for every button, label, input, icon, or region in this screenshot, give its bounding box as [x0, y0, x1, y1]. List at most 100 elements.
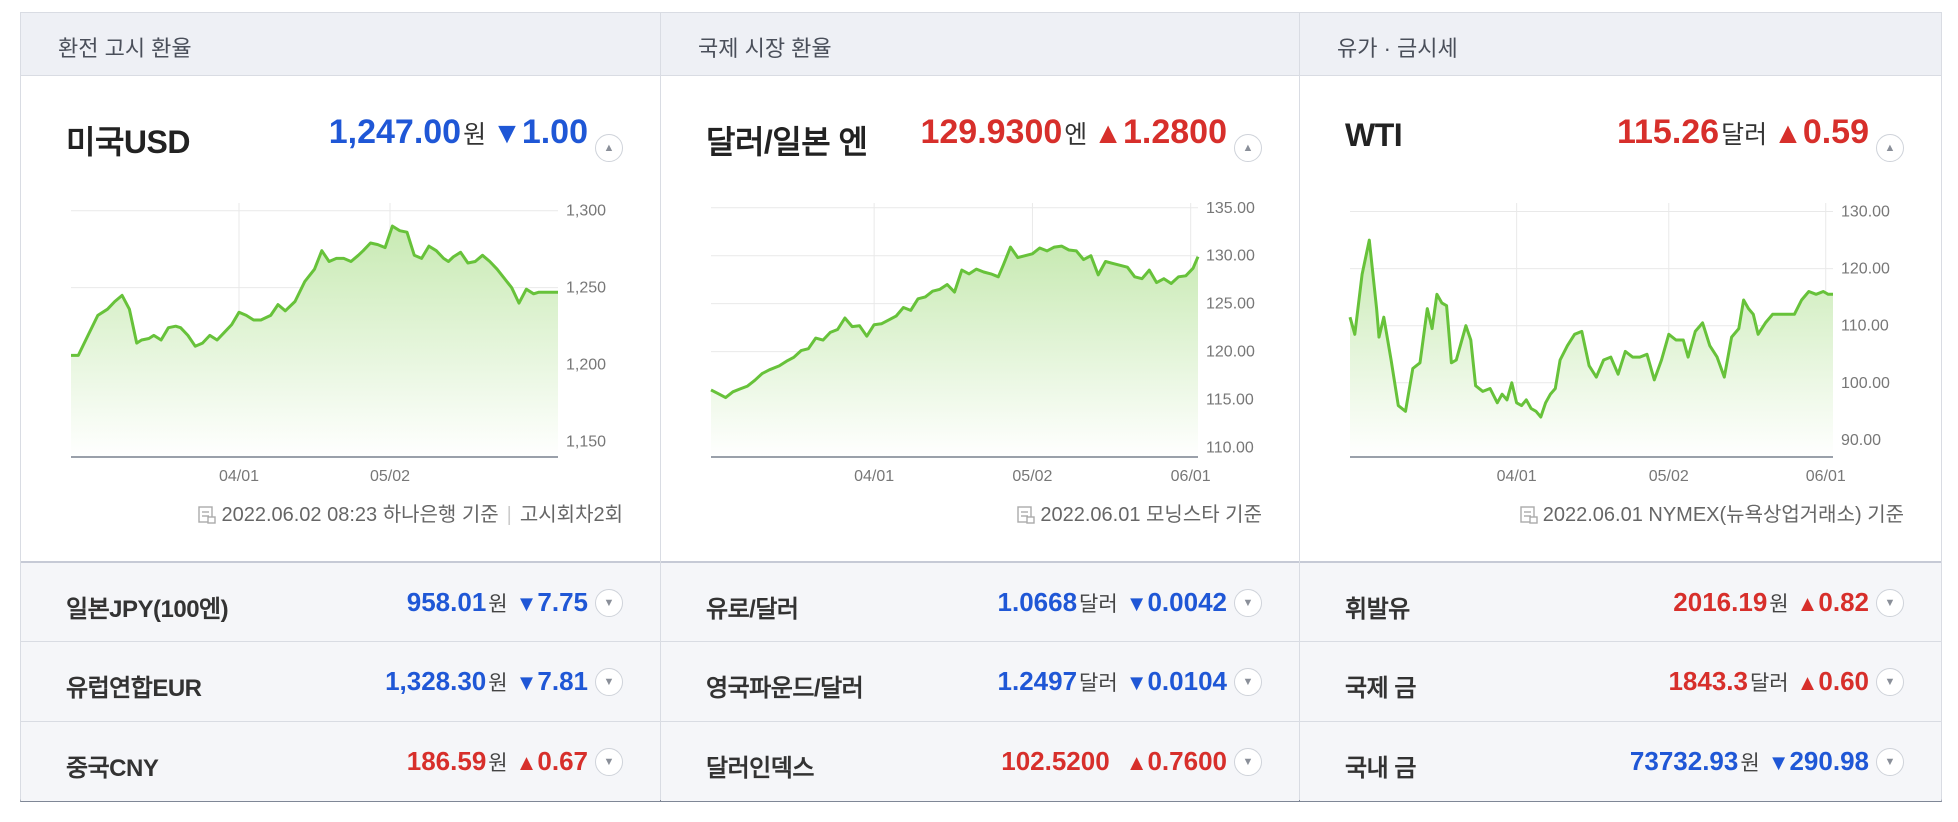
up-arrow-icon: ▲	[1093, 117, 1123, 150]
item-name[interactable]: 중국CNY	[66, 755, 159, 782]
item-value: 958.01	[406, 587, 487, 617]
panel-header: 유가 · 금시세	[1300, 13, 1941, 76]
main-item-name[interactable]: WTI	[1345, 117, 1403, 153]
up-arrow-icon: ▲	[515, 750, 538, 775]
item-name[interactable]: 유럽연합EUR	[66, 675, 202, 702]
source-divider: |	[506, 504, 512, 526]
list-item: 일본JPY(100엔) 958.01원 ▼7.75 ▼	[21, 561, 660, 641]
down-arrow-icon: ▼	[492, 117, 522, 150]
expand-button[interactable]: ▼	[1234, 668, 1262, 696]
source-text: 2022.06.02 08:23 하나은행 기준	[221, 504, 499, 526]
item-quote: 1.2497달러 ▼0.0104	[998, 666, 1227, 697]
panel-header: 환전 고시 환율	[21, 13, 660, 76]
expand-button[interactable]: ▼	[595, 668, 623, 696]
item-name[interactable]: 국제 금	[1345, 675, 1416, 702]
main-quote: 115.26달러 ▲0.59	[1617, 113, 1869, 152]
item-change: ▲0.60	[1797, 666, 1869, 696]
panel-title[interactable]: 환전 고시 환율	[58, 36, 192, 61]
chevron-down-icon: ▼	[1242, 676, 1254, 688]
y-tick-label: 120.00	[1841, 261, 1890, 278]
expand-button[interactable]: ▼	[1234, 748, 1262, 776]
item-change-value: 7.75	[537, 587, 588, 617]
x-tick-label: 05/02	[1649, 468, 1689, 485]
chevron-up-icon: ▲	[1884, 142, 1896, 154]
main-value: 115.26	[1616, 113, 1720, 151]
document-icon	[1520, 506, 1538, 524]
expand-button[interactable]: ▼	[1876, 589, 1904, 617]
main-item-name[interactable]: 미국USD	[66, 124, 190, 160]
main-quote: 1,247.00원 ▼1.00	[329, 113, 588, 152]
item-quote: 1.0668달러 ▼0.0042	[998, 587, 1227, 618]
panel-title[interactable]: 국제 시장 환율	[698, 36, 832, 61]
item-name[interactable]: 유로/달러	[706, 596, 799, 623]
y-tick-label: 90.00	[1841, 432, 1881, 449]
collapse-button[interactable]: ▲	[595, 134, 623, 162]
x-tick-label: 04/01	[1497, 468, 1537, 485]
item-name[interactable]: 영국파운드/달러	[706, 675, 864, 702]
chevron-down-icon: ▼	[603, 676, 615, 688]
item-name[interactable]: 일본JPY(100엔)	[66, 596, 229, 623]
item-value: 1.2497	[997, 666, 1078, 696]
y-tick-label: 1,200	[566, 357, 606, 374]
item-value: 2016.19	[1673, 587, 1768, 617]
item-change-value: 0.82	[1818, 587, 1869, 617]
item-change: ▲0.82	[1797, 587, 1869, 617]
data-source: 2022.06.02 08:23 하나은행 기준 | 고시회차2회	[197, 498, 623, 527]
main-item-name[interactable]: 달러/일본 엔	[706, 124, 868, 160]
down-arrow-icon: ▼	[1125, 670, 1148, 695]
list-item: 영국파운드/달러 1.2497달러 ▼0.0104 ▼	[661, 641, 1299, 721]
expand-button[interactable]: ▼	[595, 589, 623, 617]
chevron-up-icon: ▲	[603, 142, 615, 154]
expand-button[interactable]: ▼	[595, 748, 623, 776]
main-value: 1,247.00	[328, 113, 462, 151]
list-item: 유럽연합EUR 1,328.30원 ▼7.81 ▼	[21, 641, 660, 721]
international-market-panel: 국제 시장 환율 달러/일본 엔 129.9300엔 ▲1.2800 ▲ 110.…	[660, 13, 1299, 801]
source-text: 2022.06.01 모닝스타 기준	[1040, 504, 1262, 526]
series-area	[1350, 240, 1833, 457]
item-value: 102.5200	[1001, 746, 1110, 776]
item-quote: 2016.19원 ▲0.82	[1673, 587, 1869, 618]
down-arrow-icon: ▼	[1767, 750, 1790, 775]
item-change-value: 0.7600	[1147, 746, 1227, 776]
data-source: 2022.06.01 NYMEX(뉴욕상업거래소) 기준	[1519, 498, 1904, 527]
item-name[interactable]: 휘발유	[1345, 596, 1410, 623]
expand-button[interactable]: ▼	[1876, 668, 1904, 696]
quote-list: 일본JPY(100엔) 958.01원 ▼7.75 ▼ 유럽연합EUR 1,328…	[21, 561, 660, 801]
series-line	[710, 244, 1200, 400]
item-value: 1,328.30	[385, 666, 487, 696]
list-item: 중국CNY 186.59원 ▲0.67 ▼	[21, 721, 660, 801]
expand-button[interactable]: ▼	[1876, 748, 1904, 776]
item-name[interactable]: 국내 금	[1345, 755, 1416, 782]
item-change-value: 0.0042	[1147, 587, 1227, 617]
item-change: ▼7.75	[516, 587, 588, 617]
item-change: ▼290.98	[1768, 746, 1869, 776]
series-line	[71, 224, 558, 357]
item-unit: 원	[488, 672, 508, 695]
chevron-up-icon: ▲	[1242, 142, 1254, 154]
y-tick-label: 110.00	[1841, 318, 1889, 335]
item-value: 1.0668	[997, 587, 1078, 617]
collapse-button[interactable]: ▲	[1234, 134, 1262, 162]
collapse-button[interactable]: ▲	[1876, 134, 1904, 162]
main-change: ▲0.59	[1773, 113, 1869, 151]
series-area	[711, 246, 1198, 457]
x-tick-label: 06/01	[1171, 468, 1211, 485]
y-tick-label: 120.00	[1206, 344, 1255, 361]
y-tick-label: 110.00	[1206, 439, 1254, 456]
oil-gold-panel: 유가 · 금시세 WTI 115.26달러 ▲0.59 ▲ 90.00 100.00…	[1299, 13, 1941, 801]
down-arrow-icon: ▼	[1125, 591, 1148, 616]
down-arrow-icon: ▼	[515, 670, 538, 695]
main-unit: 달러	[1721, 121, 1768, 149]
main-change: ▼1.00	[492, 113, 588, 151]
main-quote: 129.9300엔 ▲1.2800	[920, 113, 1227, 152]
item-name[interactable]: 달러인덱스	[706, 755, 814, 782]
item-value: 186.59	[406, 746, 487, 776]
data-source: 2022.06.01 모닝스타 기준	[1016, 498, 1262, 527]
main-change-value: 1.2800	[1123, 113, 1227, 151]
main-value: 129.9300	[920, 113, 1063, 151]
main-change: ▲1.2800	[1093, 113, 1227, 151]
panel-title[interactable]: 유가 · 금시세	[1337, 36, 1458, 61]
chevron-down-icon: ▼	[1242, 756, 1254, 768]
item-change: ▲0.7600	[1126, 746, 1227, 776]
expand-button[interactable]: ▼	[1234, 589, 1262, 617]
